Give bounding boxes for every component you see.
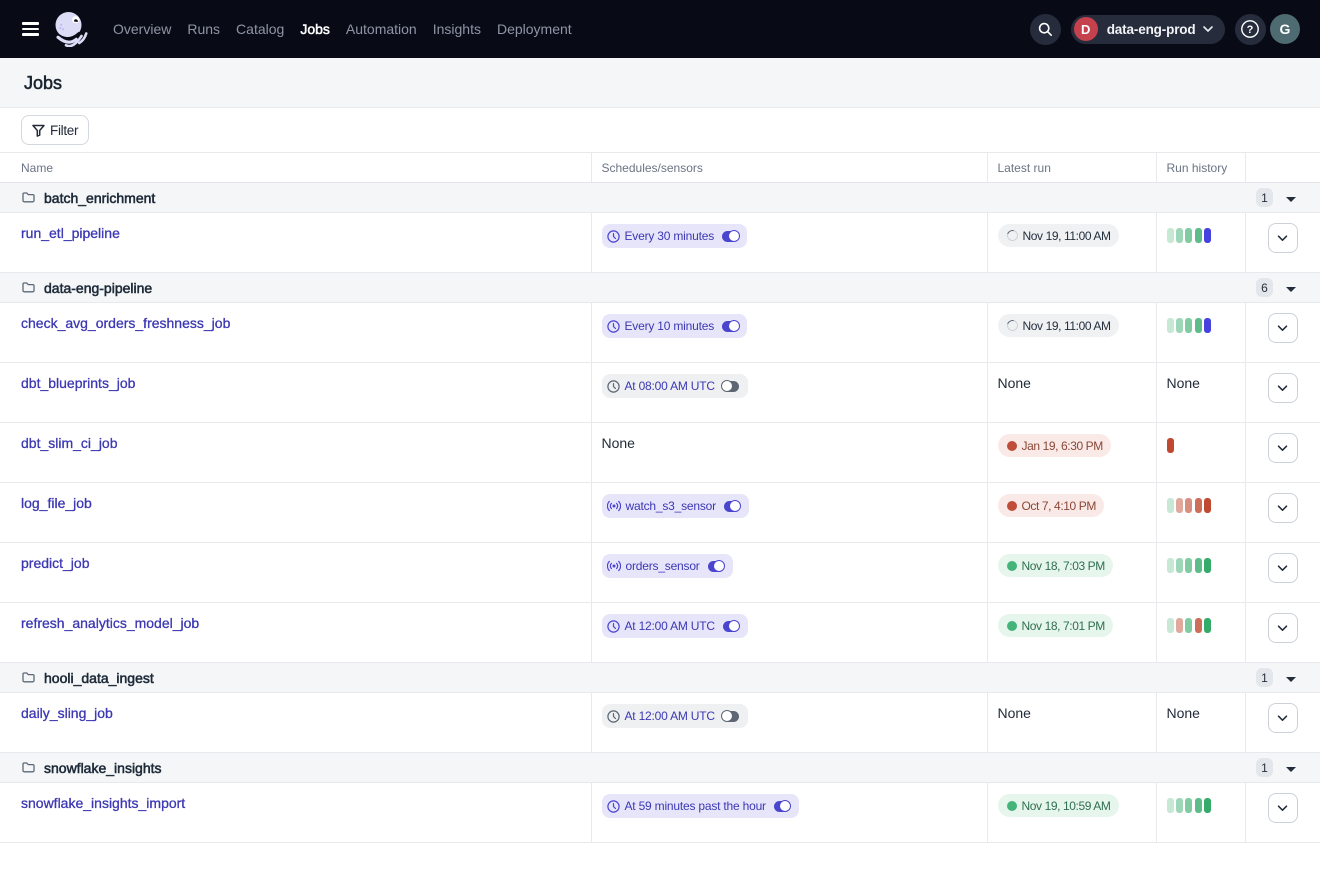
svg-text:?: ?	[1247, 24, 1254, 36]
